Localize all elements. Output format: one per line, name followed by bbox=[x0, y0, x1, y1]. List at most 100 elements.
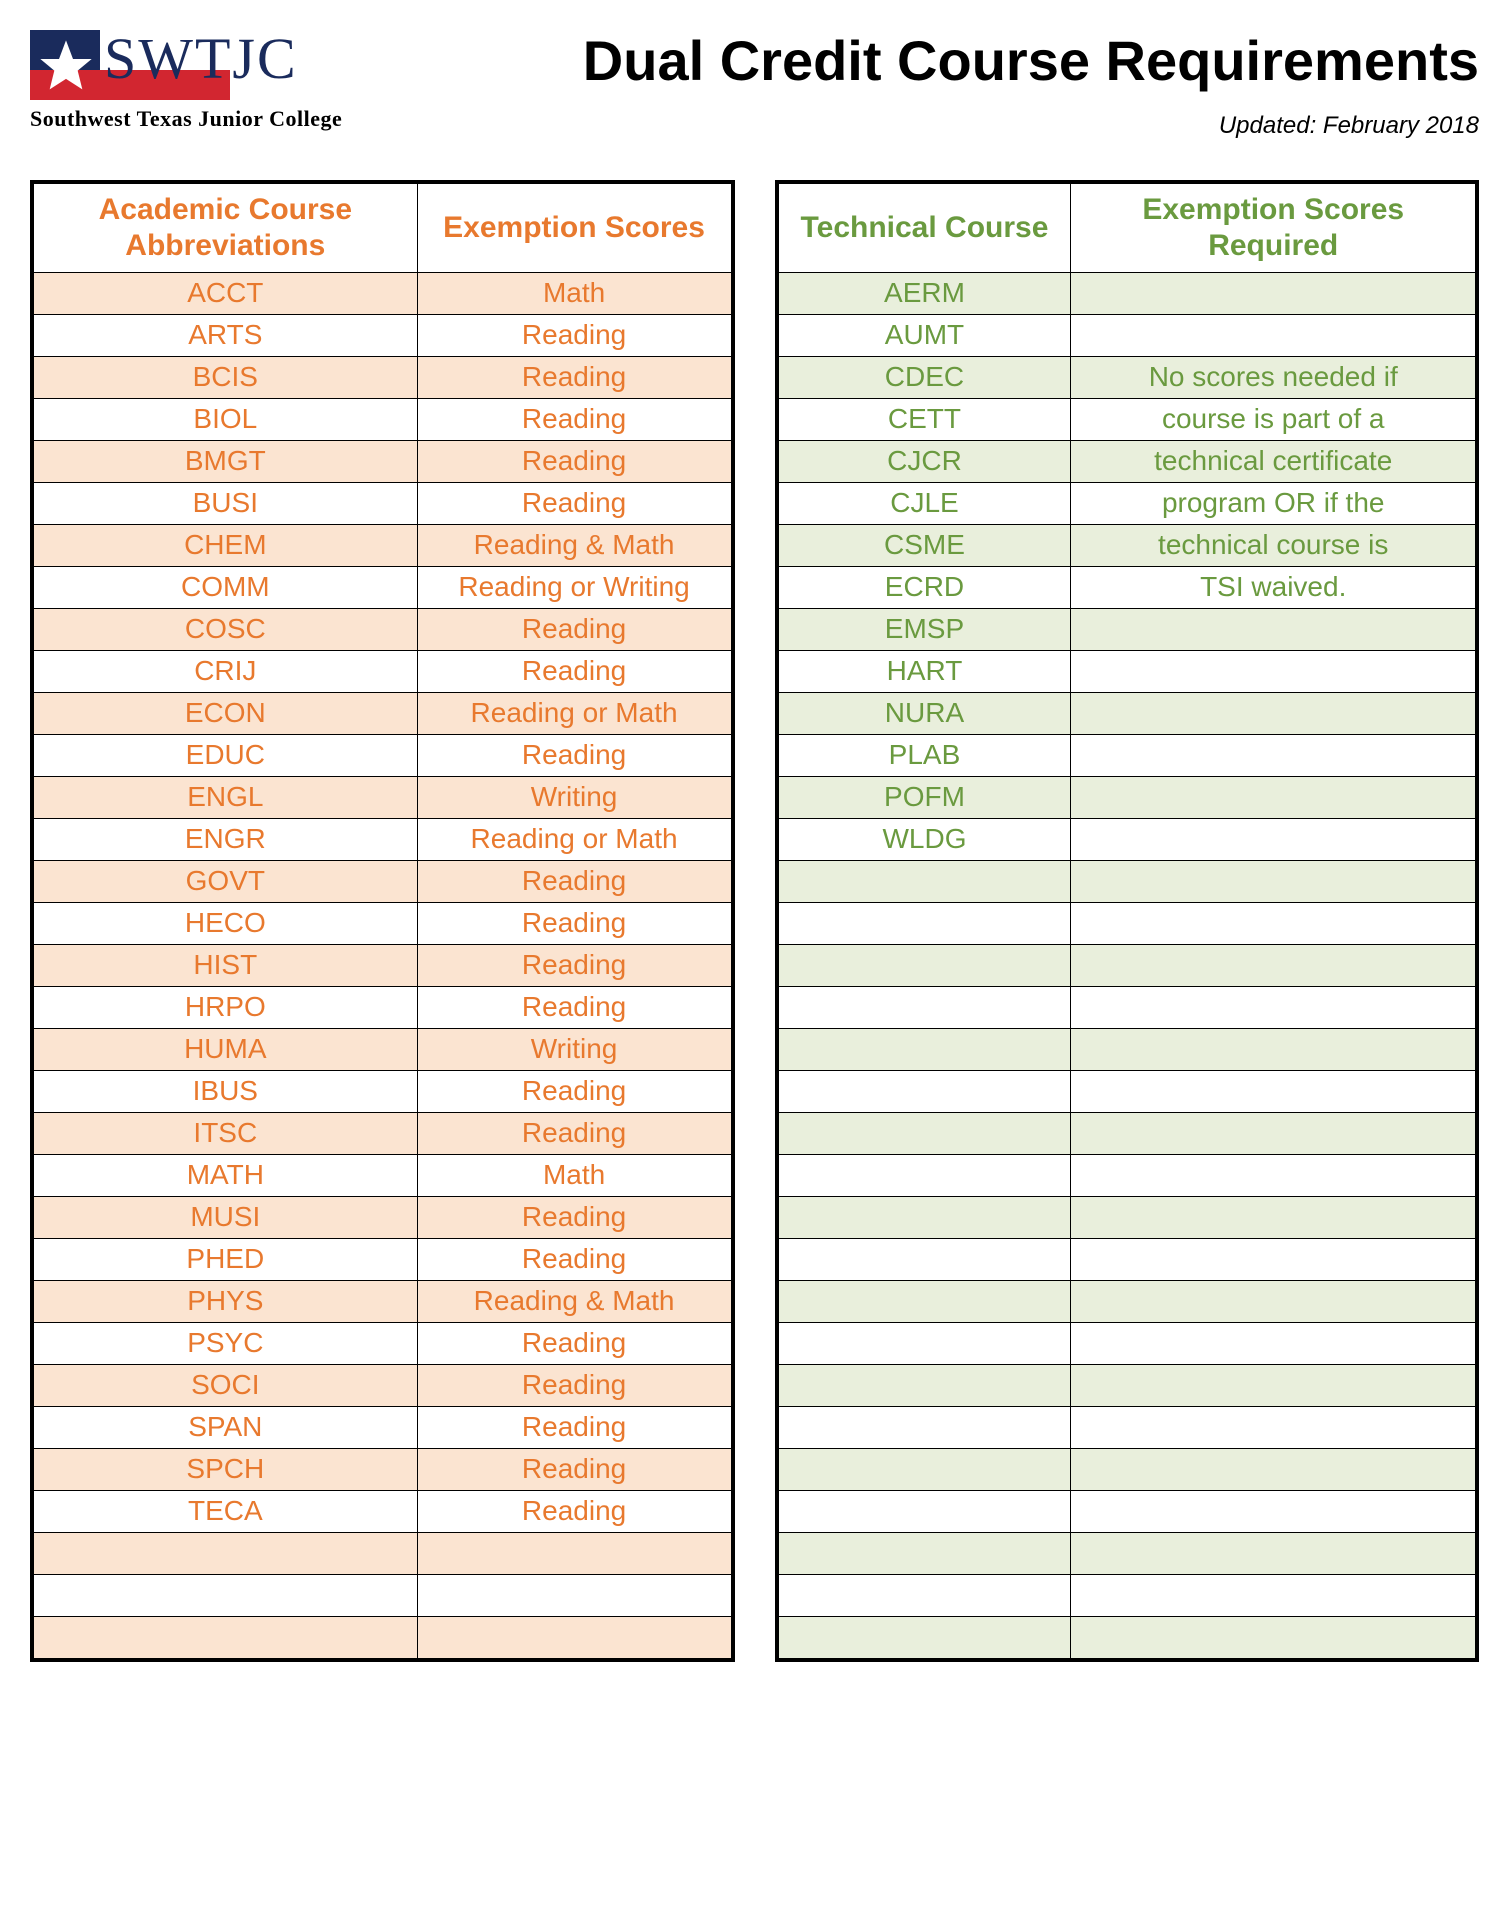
technical-note-cell bbox=[1071, 944, 1476, 986]
academic-abbr-cell: SPAN bbox=[34, 1406, 418, 1448]
academic-score-cell: Reading or Math bbox=[417, 692, 731, 734]
academic-abbr-cell: COSC bbox=[34, 608, 418, 650]
academic-abbr-cell: HECO bbox=[34, 902, 418, 944]
technical-note-cell bbox=[1071, 692, 1476, 734]
academic-header-score: Exemption Scores bbox=[417, 183, 731, 272]
table-row: CSMEtechnical course is bbox=[778, 524, 1476, 566]
technical-course-cell bbox=[778, 1070, 1071, 1112]
technical-note-cell: technical course is bbox=[1071, 524, 1476, 566]
academic-score-cell: Reading bbox=[417, 1448, 731, 1490]
technical-course-cell bbox=[778, 944, 1071, 986]
academic-abbr-cell: HUMA bbox=[34, 1028, 418, 1070]
academic-score-cell: Reading bbox=[417, 1364, 731, 1406]
technical-note-cell bbox=[1071, 272, 1476, 314]
academic-abbr-cell: CHEM bbox=[34, 524, 418, 566]
table-row: AUMT bbox=[778, 314, 1476, 356]
table-row: SOCIReading bbox=[34, 1364, 732, 1406]
table-row: TECAReading bbox=[34, 1490, 732, 1532]
academic-score-cell: Reading & Math bbox=[417, 1280, 731, 1322]
academic-abbr-cell: ENGR bbox=[34, 818, 418, 860]
table-row bbox=[778, 1028, 1476, 1070]
tables-container: Academic Course Abbreviations Exemption … bbox=[30, 180, 1479, 1662]
technical-course-cell bbox=[778, 1364, 1071, 1406]
technical-course-cell bbox=[778, 1574, 1071, 1616]
technical-note-cell bbox=[1071, 1070, 1476, 1112]
technical-course-cell: NURA bbox=[778, 692, 1071, 734]
academic-score-cell: Writing bbox=[417, 776, 731, 818]
table-row bbox=[778, 1574, 1476, 1616]
academic-abbr-cell: EDUC bbox=[34, 734, 418, 776]
table-row: WLDG bbox=[778, 818, 1476, 860]
academic-score-cell: Reading bbox=[417, 860, 731, 902]
technical-note-cell bbox=[1071, 1364, 1476, 1406]
technical-course-cell bbox=[778, 902, 1071, 944]
technical-course-cell bbox=[778, 1448, 1071, 1490]
table-row: SPANReading bbox=[34, 1406, 732, 1448]
technical-course-cell: EMSP bbox=[778, 608, 1071, 650]
technical-course-cell bbox=[778, 986, 1071, 1028]
technical-table: Technical Course Exemption Scores Requir… bbox=[778, 183, 1477, 1659]
technical-course-cell: HART bbox=[778, 650, 1071, 692]
technical-course-cell bbox=[778, 860, 1071, 902]
technical-course-cell: CJLE bbox=[778, 482, 1071, 524]
table-row bbox=[778, 986, 1476, 1028]
technical-course-cell: CSME bbox=[778, 524, 1071, 566]
academic-abbr-cell: BCIS bbox=[34, 356, 418, 398]
table-row: IBUSReading bbox=[34, 1070, 732, 1112]
academic-abbr-cell: BIOL bbox=[34, 398, 418, 440]
academic-abbr-cell: MATH bbox=[34, 1154, 418, 1196]
technical-note-cell bbox=[1071, 986, 1476, 1028]
technical-course-cell: AUMT bbox=[778, 314, 1071, 356]
table-row: CJCRtechnical certificate bbox=[778, 440, 1476, 482]
academic-score-cell: Reading bbox=[417, 440, 731, 482]
academic-abbr-cell: BMGT bbox=[34, 440, 418, 482]
table-row bbox=[778, 1364, 1476, 1406]
technical-note-cell bbox=[1071, 776, 1476, 818]
technical-course-cell bbox=[778, 1280, 1071, 1322]
table-row bbox=[778, 1238, 1476, 1280]
academic-table-box: Academic Course Abbreviations Exemption … bbox=[30, 180, 735, 1662]
table-row bbox=[778, 1196, 1476, 1238]
academic-score-cell: Reading bbox=[417, 902, 731, 944]
star-icon bbox=[38, 38, 94, 94]
academic-header-abbr: Academic Course Abbreviations bbox=[34, 183, 418, 272]
table-row: BMGTReading bbox=[34, 440, 732, 482]
academic-abbr-cell: PHED bbox=[34, 1238, 418, 1280]
table-row bbox=[778, 944, 1476, 986]
table-row: ACCTMath bbox=[34, 272, 732, 314]
table-row: ECRDTSI waived. bbox=[778, 566, 1476, 608]
technical-note-cell bbox=[1071, 314, 1476, 356]
academic-score-cell: Reading bbox=[417, 1112, 731, 1154]
academic-score-cell: Reading bbox=[417, 734, 731, 776]
page-header: SWTJC Southwest Texas Junior College Dua… bbox=[30, 30, 1479, 140]
table-row: ENGLWriting bbox=[34, 776, 732, 818]
technical-course-cell bbox=[778, 1028, 1071, 1070]
academic-header-row: Academic Course Abbreviations Exemption … bbox=[34, 183, 732, 272]
academic-score-cell bbox=[417, 1532, 731, 1574]
academic-score-cell: Reading & Math bbox=[417, 524, 731, 566]
academic-score-cell: Reading bbox=[417, 1406, 731, 1448]
updated-text: Updated: February 2018 bbox=[382, 112, 1479, 140]
table-row: HRPOReading bbox=[34, 986, 732, 1028]
technical-note-cell bbox=[1071, 650, 1476, 692]
logo-text: SWTJC bbox=[104, 30, 298, 88]
technical-course-cell bbox=[778, 1322, 1071, 1364]
table-row bbox=[778, 1532, 1476, 1574]
technical-note-cell: program OR if the bbox=[1071, 482, 1476, 524]
table-row bbox=[778, 1070, 1476, 1112]
table-row: HISTReading bbox=[34, 944, 732, 986]
academic-score-cell: Reading or Writing bbox=[417, 566, 731, 608]
academic-abbr-cell: ECON bbox=[34, 692, 418, 734]
technical-header-score: Exemption Scores Required bbox=[1071, 183, 1476, 272]
technical-note-cell bbox=[1071, 1490, 1476, 1532]
table-row bbox=[34, 1574, 732, 1616]
academic-score-cell: Reading bbox=[417, 1322, 731, 1364]
academic-abbr-cell: ITSC bbox=[34, 1112, 418, 1154]
technical-note-cell bbox=[1071, 818, 1476, 860]
academic-score-cell: Reading bbox=[417, 608, 731, 650]
academic-score-cell: Reading bbox=[417, 1238, 731, 1280]
technical-table-box: Technical Course Exemption Scores Requir… bbox=[775, 180, 1480, 1662]
logo-tagline: Southwest Texas Junior College bbox=[30, 106, 342, 132]
technical-note-cell bbox=[1071, 1112, 1476, 1154]
academic-abbr-cell: ENGL bbox=[34, 776, 418, 818]
